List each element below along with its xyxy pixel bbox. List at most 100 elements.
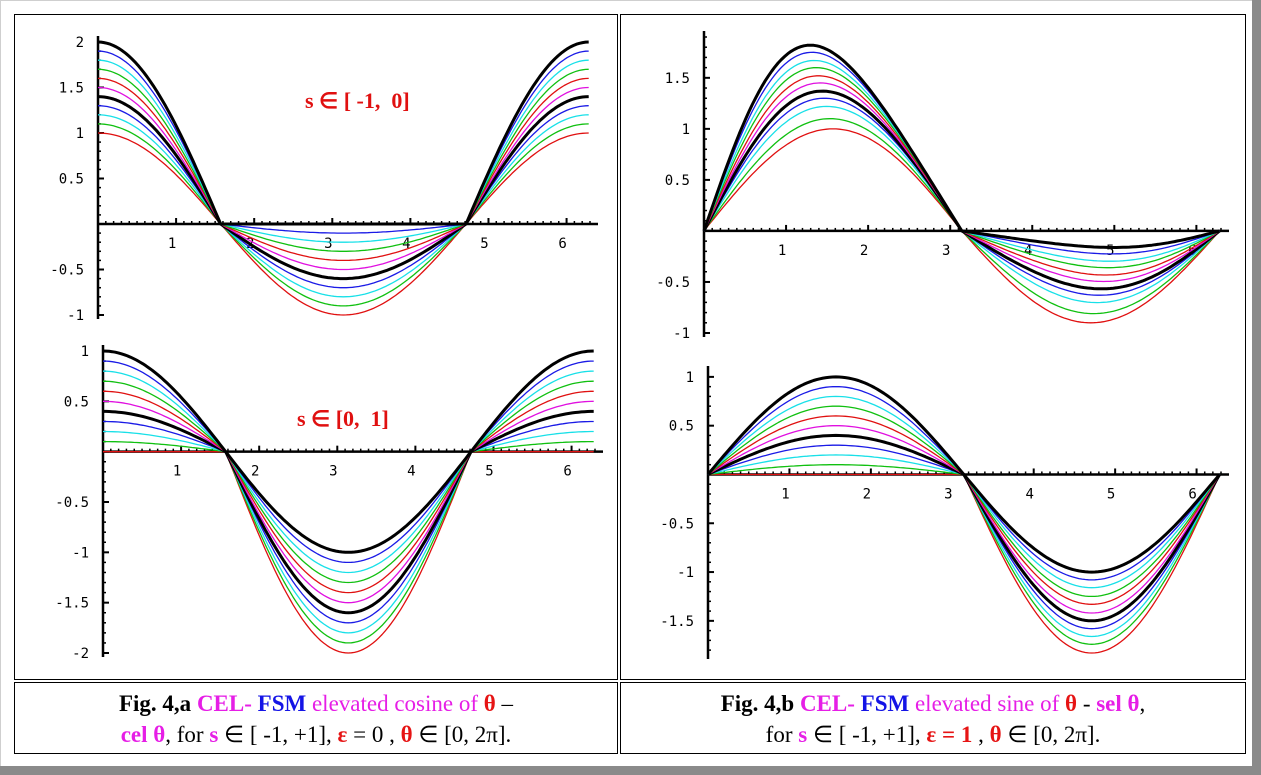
x-tick-label: 4: [402, 236, 410, 252]
series-line: [707, 454, 1221, 638]
series-line: [706, 375, 1221, 574]
x-tick-label: 5: [1106, 243, 1114, 259]
series-line: [97, 95, 589, 281]
series-line: [703, 97, 1221, 296]
series-line: [102, 349, 594, 554]
caption-a-theta2: θ: [400, 722, 413, 747]
caption-a-cel: CEL: [196, 691, 245, 716]
series-line: [102, 380, 594, 584]
series-line: [103, 440, 594, 644]
page-shadow-bottom: [0, 766, 1261, 775]
caption-a-fsm: FSM: [257, 691, 307, 716]
x-tick-label: 2: [251, 464, 259, 480]
series-line: [707, 433, 1221, 623]
y-tick-label: 1.5: [665, 71, 690, 87]
x-tick-label: 2: [863, 486, 871, 502]
caption-b-dash: -: [847, 691, 855, 716]
caption-b-s: s: [798, 722, 808, 747]
caption-a-s: s: [209, 722, 219, 747]
x-tick-label: 4: [1024, 243, 1032, 259]
caption-b-thetarange: ∈ [0, 2π].: [1007, 722, 1101, 747]
x-tick-label: 2: [860, 243, 868, 259]
caption-b-fsm: FSM: [860, 691, 910, 716]
caption-a-epsval: = 0 ,: [353, 722, 395, 747]
series-line: [703, 128, 1221, 324]
x-tick-label: 4: [407, 464, 415, 480]
caption-a-eps: ε: [337, 722, 348, 747]
series-line: [97, 123, 589, 307]
caption-b-comma: ,: [1139, 691, 1146, 716]
caption-b-minus: -: [1082, 691, 1091, 716]
series-line: [707, 385, 1221, 581]
x-tick-label: 5: [480, 236, 488, 252]
series-line: [702, 89, 1221, 291]
series-line: [103, 451, 594, 654]
caption-b-eps: ε = 1: [926, 722, 973, 747]
y-tick-label: 1: [682, 122, 690, 138]
series-line: [703, 105, 1221, 304]
caption-b-theta2: θ: [989, 722, 1002, 747]
y-tick-label: 2: [76, 35, 84, 51]
x-tick-label: 1: [168, 236, 176, 252]
chart-a-bottom: 1 2 3 4 5 6 1 0.5 -0.5 -1 -1.5 -2: [55, 344, 603, 662]
x-tick-label: 3: [944, 486, 952, 502]
series-line: [97, 77, 589, 262]
x-tick-label: 1: [781, 486, 789, 502]
annotation-a-top: s ∈ [ -1, 0]: [305, 88, 410, 113]
caption-b-theta: θ: [1065, 691, 1078, 716]
series-line: [707, 425, 1221, 614]
series-line: [103, 409, 594, 615]
page-shadow-right: [1252, 0, 1261, 775]
series-line: [97, 105, 589, 289]
x-tick-label: 1: [778, 243, 786, 259]
figure-b-caption: Fig. 4,b CEL- FSM elevated sine of θ - s…: [620, 682, 1246, 754]
caption-b-fig: Fig. 4,b: [720, 691, 795, 716]
x-tick-label: 1: [173, 464, 181, 480]
y-tick-label: 1: [76, 126, 84, 142]
y-tick-label: -2: [72, 646, 89, 662]
series-line: [103, 360, 594, 564]
caption-b-mid: ,: [978, 722, 984, 747]
x-tick-label: 6: [563, 464, 571, 480]
x-tick-label: 3: [324, 236, 332, 252]
series-line: [97, 132, 589, 316]
series-line: [102, 370, 594, 574]
y-tick-label: -0.5: [55, 495, 89, 511]
caption-b-for: for: [765, 722, 793, 747]
y-tick-label: 0.5: [64, 394, 89, 410]
chart-a-top: 1 2 3 4 5 621.510.5-0.5-1: [50, 35, 598, 324]
series-line: [102, 400, 594, 604]
series-line: [702, 43, 1221, 249]
series-line: [103, 390, 594, 594]
chart-b-bottom: 1 2 3 4 5 6 1 0.5 -0.5 -1 -1.5: [660, 366, 1229, 659]
series-line: [97, 59, 589, 243]
x-tick-label: 3: [942, 243, 950, 259]
x-tick-label: 5: [1107, 486, 1115, 502]
series-line: [97, 86, 589, 271]
y-tick-label: -1: [677, 565, 694, 581]
x-tick-label: 6: [558, 236, 566, 252]
y-tick-label: 0.5: [665, 173, 690, 189]
chart-b-top: 1 2 3 4 5 61.510.5-0.5-1: [656, 31, 1229, 342]
y-tick-label: -1.5: [660, 614, 694, 630]
caption-a-srange: ∈ [ -1, +1],: [224, 722, 332, 747]
caption-b-desc: elevated sine of: [914, 691, 1060, 716]
caption-b-cel: CEL: [799, 691, 848, 716]
caption-b-srange: ∈ [ -1, +1],: [812, 722, 921, 747]
y-tick-label: -1: [673, 326, 690, 342]
y-tick-label: 0.5: [59, 172, 84, 188]
annotation-a-bottom: s ∈ [0, 1]: [297, 406, 389, 431]
x-tick-label: 5: [485, 464, 493, 480]
caption-b-func: sel θ: [1096, 691, 1140, 716]
y-tick-label: -0.5: [656, 275, 690, 291]
figure-b-plot-cell: 1 2 3 4 5 6 1.5 1 0.5 -0.5 -1 1 2 3 4 5 6 1 0.5 -0.5 -1 -1.5: [620, 14, 1246, 680]
x-tick-label: 4: [1025, 486, 1033, 502]
caption-a-dash: -: [244, 691, 252, 716]
x-tick-label: 6: [1188, 486, 1196, 502]
series-line: [103, 430, 594, 634]
y-tick-label: 1.5: [59, 81, 84, 97]
figure-a-plot-cell: 1 2 3 4 5 6 2 1.5 1 0.5 -0.5 -1 1 2 3 4 5 6 1 0.5 -0.5 -1 -1.…: [14, 14, 618, 680]
series-line: [97, 114, 589, 298]
figure-a-caption: Fig. 4,a CEL- FSM elevated cosine of θ –…: [14, 682, 618, 754]
series-line: [97, 40, 589, 226]
